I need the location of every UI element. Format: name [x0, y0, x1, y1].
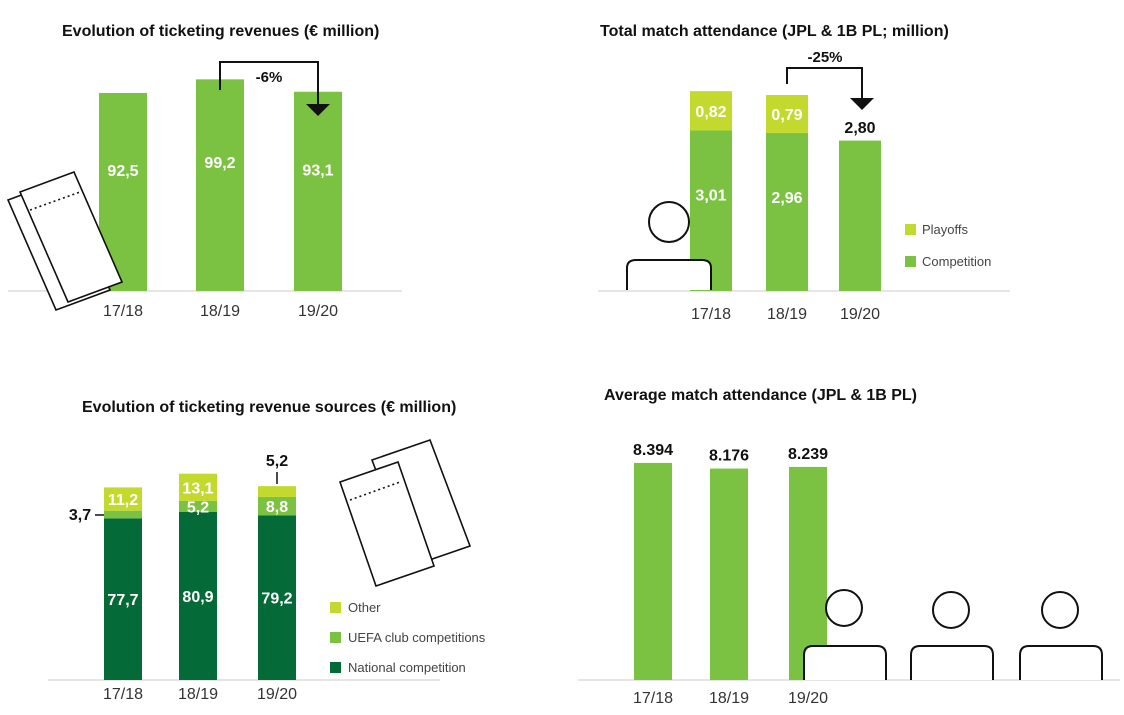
bar-value-label: 8.394: [633, 442, 673, 459]
legend-label: UEFA club competitions: [348, 630, 486, 645]
bar-value-label: 92,5: [107, 163, 138, 180]
delta-arrowhead: [306, 104, 330, 116]
delta-arrow: [219, 61, 319, 108]
x-tick-label: 18/19: [178, 686, 218, 703]
bar-playoffs: [690, 91, 732, 131]
bar-value-label: 5,2: [266, 453, 288, 470]
bar-value-label: 2,80: [844, 120, 875, 137]
x-tick-label: 17/18: [691, 306, 731, 323]
bar-value-label: 93,1: [302, 162, 333, 179]
bar-value-label: 8.176: [709, 448, 749, 465]
bar-segment: [179, 511, 217, 680]
person-icon: [626, 201, 712, 290]
bar-value-label: 8,8: [266, 499, 288, 516]
revenue-sources-chart: 77,7 11,2 17/18 80,9 5,2 13,1 18/19 79,2 8,8 19/2…: [48, 453, 486, 703]
legend-swatch-competition: [905, 256, 916, 267]
legend-label: Competition: [922, 254, 991, 269]
legend-label: Playoffs: [922, 222, 969, 237]
x-tick-label: 18/19: [709, 690, 749, 707]
revenues-chart: 92,5 17/18 99,2 18/19 93,1 19/20 -6%: [8, 61, 402, 320]
bar-value-label: 80,9: [182, 589, 213, 606]
bar-segment: [179, 500, 217, 512]
x-tick-label: 19/20: [257, 686, 297, 703]
bar-segment: [258, 496, 296, 516]
bar-value-label: 3,7: [69, 507, 91, 524]
x-tick-label: 18/19: [200, 303, 240, 320]
bar-value-label: 8.239: [788, 446, 828, 463]
legend-swatch: [330, 602, 341, 613]
bar: [196, 79, 244, 291]
delta-label: -6%: [256, 69, 283, 86]
x-tick-label: 17/18: [633, 690, 673, 707]
bar-segment: [104, 518, 142, 680]
revenues-title: Evolution of ticketing revenues (€ milli…: [62, 23, 379, 40]
bar-value-label: 11,2: [108, 492, 138, 509]
legend-swatch: [330, 632, 341, 643]
ticket-icon: [6, 170, 124, 312]
bar-segment: [104, 487, 142, 511]
ticket-icon: [338, 438, 472, 588]
bar-value-label: 13,1: [182, 480, 213, 497]
legend-label: National competition: [348, 660, 466, 675]
bar-competition: [766, 132, 808, 291]
x-tick-label: 18/19: [767, 306, 807, 323]
person-icon: [910, 591, 994, 680]
total-attendance-chart: 3,01 0,82 17/18 2,96 0,79 18/19 2,80 19/20 -25% P…: [598, 49, 1010, 323]
person-icon: [803, 589, 887, 680]
delta-label: -25%: [807, 49, 842, 66]
bar-value-label: 0,79: [771, 107, 802, 124]
x-tick-label: 19/20: [298, 303, 338, 320]
bar-value-label: 79,2: [261, 591, 292, 608]
bar: [634, 462, 672, 680]
bar-segment: [258, 515, 296, 680]
average-attendance-chart: 8.394 17/18 8.176 18/19 8.239 19/20: [578, 442, 1120, 707]
bar-segment: [258, 486, 296, 497]
x-tick-label: 17/18: [103, 686, 143, 703]
bar-segment: [179, 473, 217, 501]
bar-value-label: 5,2: [187, 499, 209, 516]
bar-value-label: 3,01: [695, 188, 726, 205]
legend-swatch: [330, 662, 341, 673]
total-attendance-title: Total match attendance (JPL & 1B PL; mil…: [600, 23, 949, 40]
average-attendance-title: Average match attendance (JPL & 1B PL): [604, 387, 917, 404]
bar: [294, 91, 342, 291]
revenue-sources-title: Evolution of ticketing revenue sources (…: [82, 399, 456, 416]
legend-swatch-playoffs: [905, 224, 916, 235]
bar-value-label: 99,2: [204, 155, 235, 172]
bar: [789, 466, 827, 680]
bar-value-label: 2,96: [771, 190, 802, 207]
bar-competition: [839, 140, 881, 291]
delta-arrowhead: [850, 98, 874, 110]
x-tick-label: 19/20: [788, 690, 828, 707]
delta-arrow: [786, 67, 863, 100]
bar: [710, 468, 748, 680]
person-icon: [1019, 591, 1103, 680]
x-tick-label: 19/20: [840, 306, 880, 323]
legend-label: Other: [348, 600, 381, 615]
bar-value-label: 0,82: [695, 104, 726, 121]
bar-segment: [104, 510, 142, 519]
bar-value-label: 77,7: [107, 592, 138, 609]
x-tick-label: 17/18: [103, 303, 143, 320]
bar-playoffs: [766, 95, 808, 133]
